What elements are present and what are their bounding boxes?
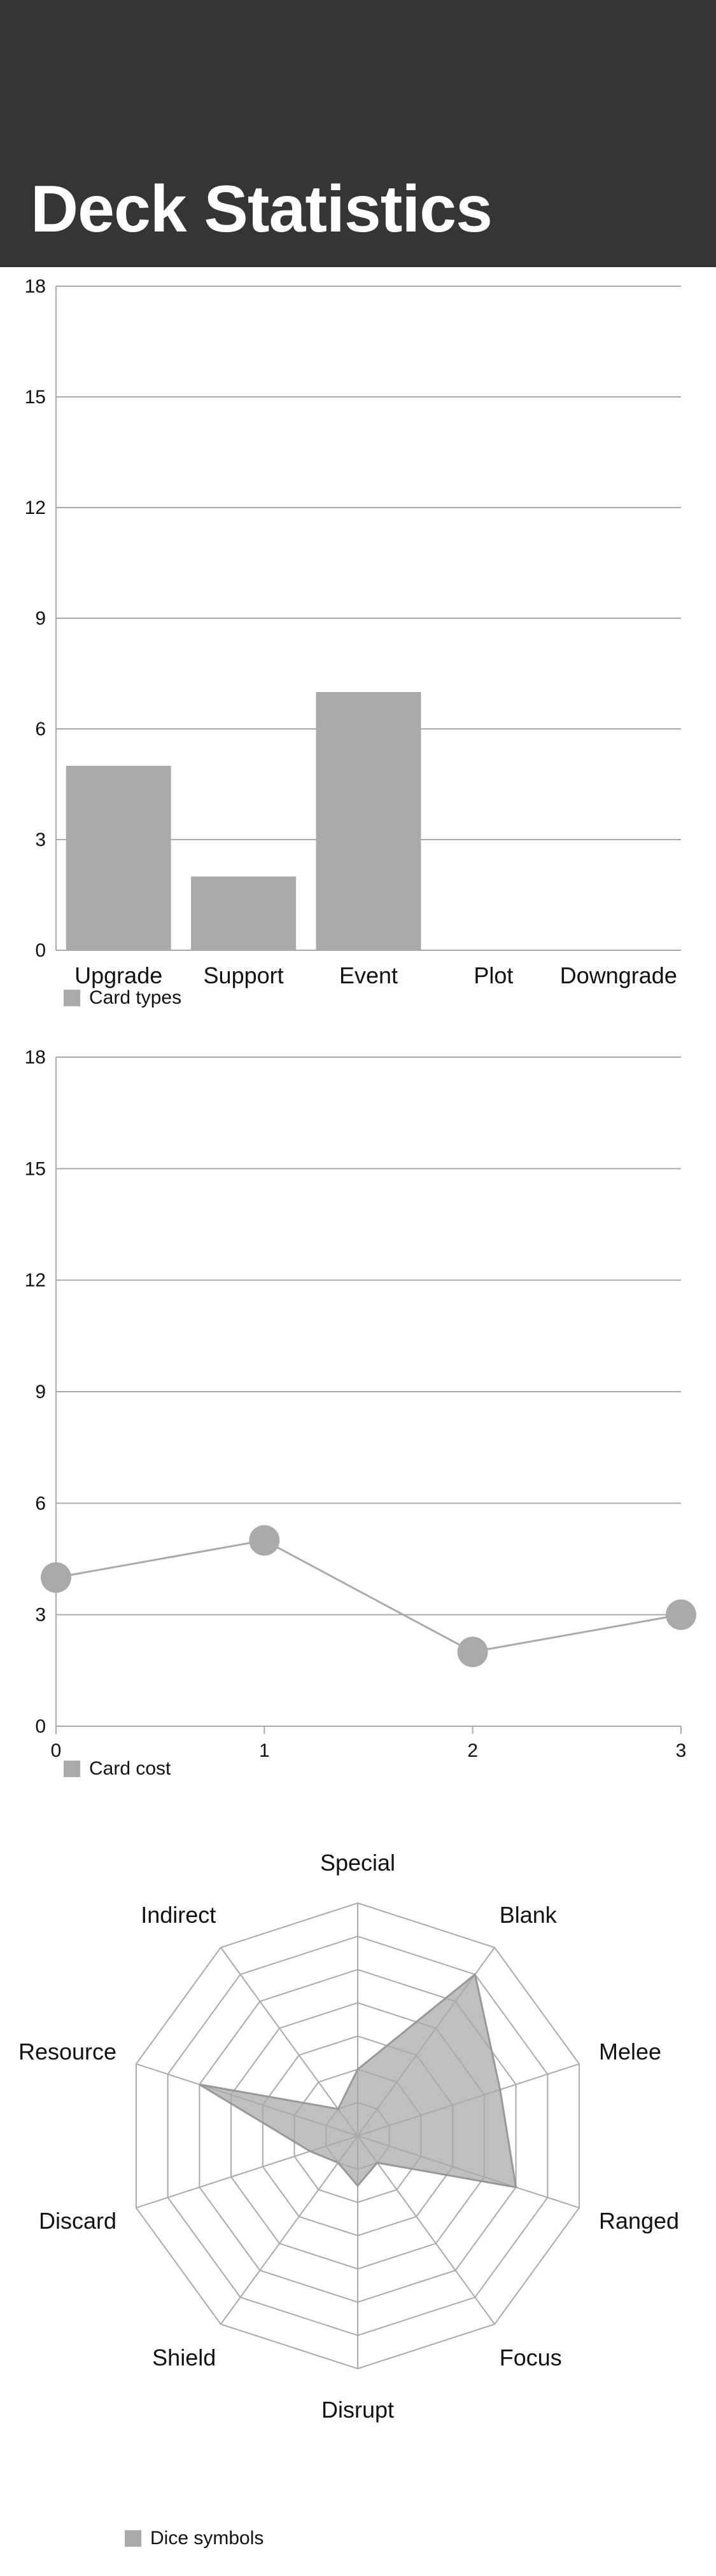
x-tick-label: 3 [676, 1740, 687, 1761]
data-point [249, 1525, 280, 1556]
y-tick-label: 12 [25, 497, 46, 518]
y-tick-label: 6 [35, 719, 46, 740]
y-tick-label: 18 [25, 1047, 46, 1068]
radar-axis-label: Discard [39, 2208, 116, 2234]
legend-label: Card types [89, 987, 181, 1008]
radar-spoke [220, 2135, 358, 2325]
radar-axis-label: Indirect [141, 1902, 216, 1928]
legend-label: Dice symbols [150, 2528, 263, 2549]
radar-axis-label: Melee [599, 2039, 661, 2065]
y-tick-label: 15 [25, 387, 46, 408]
y-tick-label: 0 [35, 1716, 46, 1737]
y-tick-label: 12 [25, 1270, 46, 1291]
x-tick-label: Upgrade [74, 962, 162, 988]
x-tick-label: Downgrade [560, 962, 677, 988]
x-tick-label: 0 [51, 1740, 62, 1761]
data-point [666, 1599, 696, 1630]
page-title: Deck Statistics [31, 172, 493, 246]
x-tick-label: Plot [474, 962, 513, 988]
y-tick-label: 15 [25, 1158, 46, 1179]
dice-symbols-radar-chart: Special Blank Melee Ranged Focus Disrupt Shiel… [18, 1850, 679, 2549]
y-tick-label: 3 [35, 829, 46, 850]
legend-swatch [125, 2530, 141, 2547]
radar-axis-label: Disrupt [321, 2397, 394, 2423]
x-tick-label: Event [339, 962, 398, 988]
data-point [457, 1637, 488, 1668]
legend-label: Card cost [89, 1758, 171, 1779]
y-tick-label: 0 [35, 940, 46, 961]
x-tick-label: Support [204, 962, 284, 988]
radar-axis-label: Focus [500, 2344, 562, 2371]
x-tick-label: 2 [467, 1740, 478, 1761]
radar-axis-label: Blank [500, 1902, 558, 1928]
card-types-bar-chart: 0 3 6 9 12 15 18 Upgrade Support Event Plot Downgra… [25, 276, 681, 1008]
y-tick-label: 6 [35, 1493, 46, 1514]
radar-spoke [220, 1947, 358, 2136]
x-tick-label: 1 [259, 1740, 270, 1761]
radar-series-area [199, 1972, 517, 2189]
legend-swatch [64, 990, 80, 1006]
radar-axis-label: Shield [152, 2344, 216, 2371]
y-tick-label: 9 [35, 1381, 46, 1402]
radar-axis-label: Special [320, 1850, 395, 1876]
y-tick-label: 9 [35, 608, 46, 629]
radar-axis-label: Ranged [599, 2208, 679, 2234]
series-line [55, 1539, 682, 1653]
bar [66, 766, 171, 950]
page-header: Deck Statistics [0, 0, 716, 267]
bar [316, 692, 421, 950]
radar-spoke [357, 2135, 495, 2325]
y-tick-label: 3 [35, 1605, 46, 1626]
data-point [41, 1562, 71, 1593]
legend-swatch [64, 1761, 80, 1777]
y-tick-label: 18 [25, 276, 46, 297]
radar-axis-label: Resource [18, 2039, 116, 2065]
bar [191, 876, 297, 950]
